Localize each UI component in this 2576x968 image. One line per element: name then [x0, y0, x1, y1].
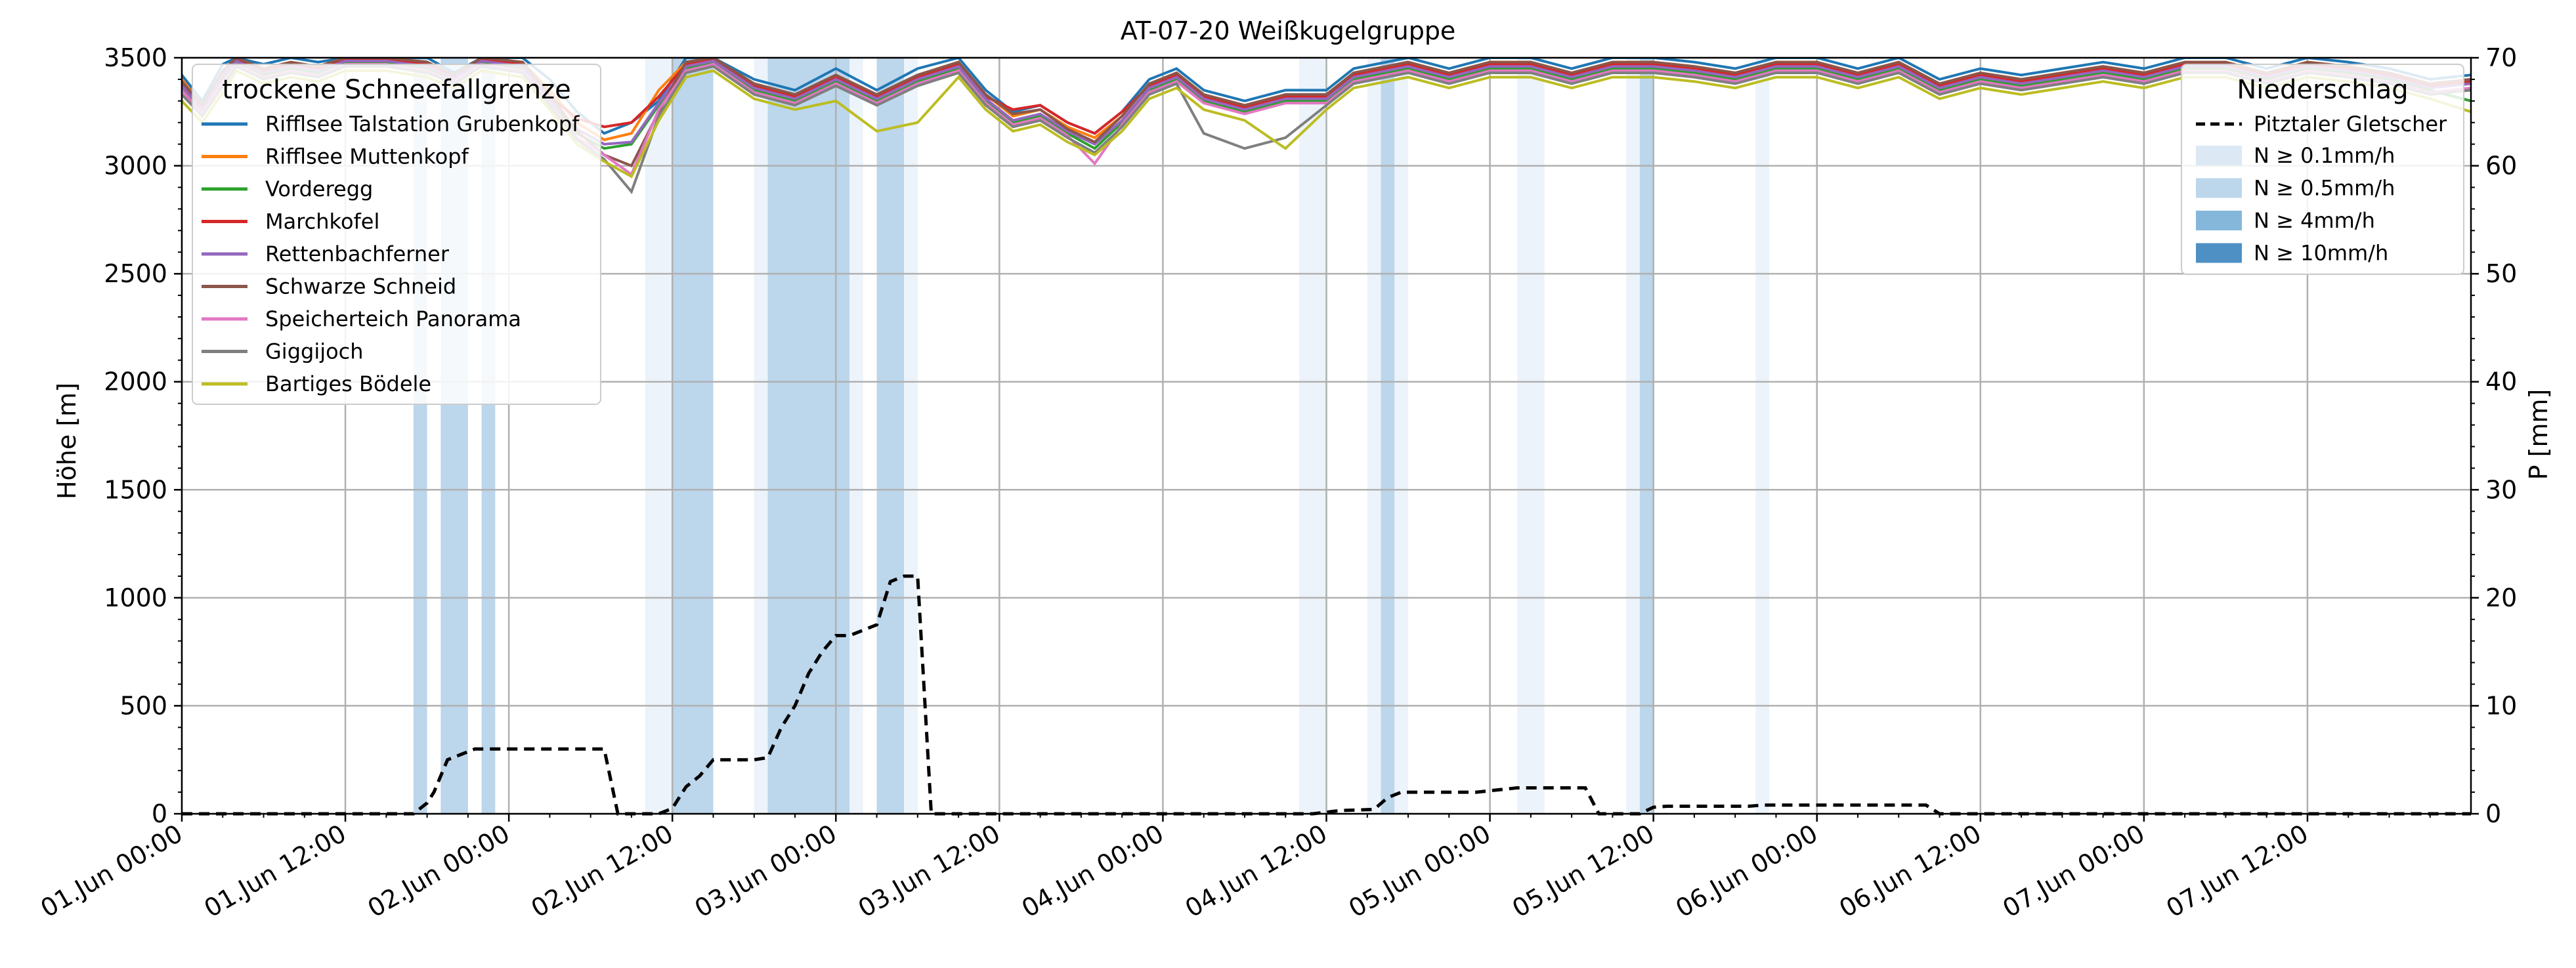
legend-label: Giggijoch [265, 339, 364, 364]
legend-snowline: trockene Schneefallgrenze Rifflsee Talst… [192, 64, 601, 405]
legend-label: Schwarze Schneid [265, 274, 456, 299]
y2-tick-label: 0 [2485, 799, 2501, 828]
y2-tick-label: 20 [2485, 583, 2517, 612]
precip-band [645, 58, 673, 814]
legend-precip-line-label: Pitztaler Gletscher [2254, 112, 2447, 137]
y2-tick-label: 60 [2485, 152, 2517, 180]
precip-band [1517, 58, 1545, 814]
precip-band [1626, 58, 1640, 814]
y-tick-label: 1500 [104, 475, 167, 504]
series-line [182, 58, 2471, 168]
y2-tick-label: 10 [2485, 691, 2517, 720]
precip-band [1381, 58, 1395, 814]
precip-band [767, 58, 850, 814]
legend-intensity-label: N ≥ 4mm/h [2254, 208, 2375, 233]
y-tick-label: 3500 [104, 43, 167, 72]
legend-label: Speicherteich Panorama [265, 306, 521, 331]
y2-tick-label: 70 [2485, 43, 2517, 72]
legend-intensity-swatch [2196, 243, 2242, 263]
y2-axis-label: P [mm] [2524, 389, 2553, 480]
chart-title: AT-07-20 Weißkugelgruppe [1121, 16, 1456, 45]
precip-band [1367, 58, 1381, 814]
legend-precipitation: Niederschlag Pitztaler Gletscher N ≥ 0.1… [2181, 64, 2464, 275]
precip-line [182, 574, 2471, 816]
y-tick-label: 0 [152, 799, 167, 828]
legend-label: Rifflsee Muttenkopf [265, 144, 469, 169]
precip-band [1394, 58, 1409, 814]
legend-label: Vorderegg [265, 177, 373, 201]
precip-band [849, 58, 863, 814]
legend-precip-box [2181, 64, 2464, 275]
precip-band [1299, 58, 1327, 814]
precip-band [904, 58, 918, 814]
precip-band [1755, 58, 1770, 814]
legend-intensity-label: N ≥ 10mm/h [2254, 241, 2388, 266]
precip-band [672, 58, 714, 814]
precip-band [754, 58, 768, 814]
precip-band [1639, 58, 1654, 814]
y-axis-label: Höhe [m] [53, 383, 81, 499]
legend-label: Marchkofel [265, 209, 379, 234]
legend-intensity-swatch [2196, 146, 2242, 165]
legend-intensity-swatch [2196, 178, 2242, 198]
y-tick-label: 1000 [104, 583, 167, 612]
legend-precip-title: Niederschlag [2237, 75, 2408, 105]
legend-label: Rifflsee Talstation Grubenkopf [265, 112, 580, 137]
y2-tick-label: 40 [2485, 368, 2517, 396]
y-tick-label: 2000 [104, 368, 167, 396]
legend-label: Bartiges Bödele [265, 371, 431, 396]
y2-tick-label: 50 [2485, 259, 2517, 288]
y-tick-label: 2500 [104, 259, 167, 288]
y-tick-label: 3000 [104, 152, 167, 180]
legend-snowline-title: trockene Schneefallgrenze [222, 75, 570, 105]
precip-band [876, 58, 905, 814]
y-tick-label: 500 [119, 691, 167, 720]
legend-label: Rettenbachferner [265, 242, 450, 266]
y2-tick-label: 30 [2485, 475, 2517, 504]
legend-intensity-swatch [2196, 211, 2242, 230]
legend-intensity-label: N ≥ 0.5mm/h [2254, 176, 2395, 201]
legend-snowline-box [192, 64, 601, 405]
legend-intensity-label: N ≥ 0.1mm/h [2254, 143, 2395, 168]
